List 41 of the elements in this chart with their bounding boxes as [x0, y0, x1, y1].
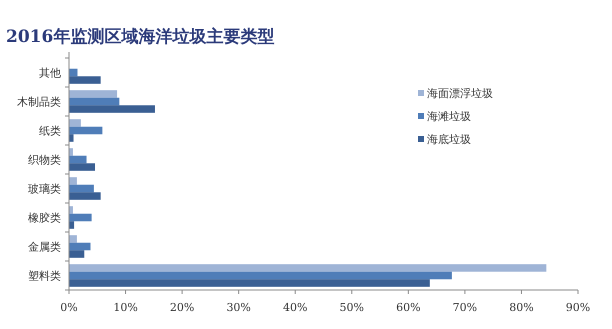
bar	[69, 214, 92, 222]
x-tick-label: 70%	[452, 301, 478, 314]
y-tick-label: 纸类	[39, 124, 61, 138]
y-tick-label: 橡胶类	[28, 212, 61, 224]
bar	[69, 126, 102, 134]
bar	[69, 90, 118, 98]
chart-title: 2016年监测区域海洋垃圾主要类型	[6, 27, 274, 47]
bar	[69, 156, 87, 164]
bar	[69, 76, 101, 84]
x-tick-label: 20%	[170, 301, 194, 314]
bar	[69, 242, 90, 250]
bar	[69, 184, 94, 192]
bar	[69, 105, 155, 113]
bar	[69, 119, 81, 127]
x-tick-label: 10%	[113, 301, 138, 314]
y-tick-label: 木制品类	[17, 96, 61, 108]
x-tick-label: 60%	[396, 301, 421, 314]
x-tick-label: 40%	[282, 301, 308, 314]
x-tick-label: 30%	[226, 301, 251, 314]
bar	[69, 272, 452, 280]
y-tick-label: 织物类	[28, 154, 61, 166]
x-tick-label: 90%	[566, 301, 590, 314]
bar	[69, 192, 101, 200]
legend-label: 海底垃圾	[427, 133, 471, 146]
legend-label: 海面漂浮垃圾	[427, 87, 493, 100]
bar	[69, 250, 84, 258]
y-tick-label: 塑料类	[28, 270, 61, 282]
bar	[69, 279, 430, 287]
bar	[69, 235, 77, 243]
y-tick-label: 玻璃类	[28, 182, 61, 196]
legend-label: 海滩垃圾	[427, 110, 471, 123]
y-tick-label: 金属类	[28, 240, 61, 254]
bar	[69, 68, 78, 76]
x-tick-label: 50%	[340, 301, 364, 314]
x-tick-label: 0%	[60, 301, 78, 314]
bar	[69, 264, 546, 272]
bar	[69, 98, 120, 106]
y-tick-label: 其他	[39, 66, 61, 80]
bar	[69, 177, 77, 185]
bar	[69, 163, 96, 171]
x-tick-label: 80%	[509, 301, 534, 314]
